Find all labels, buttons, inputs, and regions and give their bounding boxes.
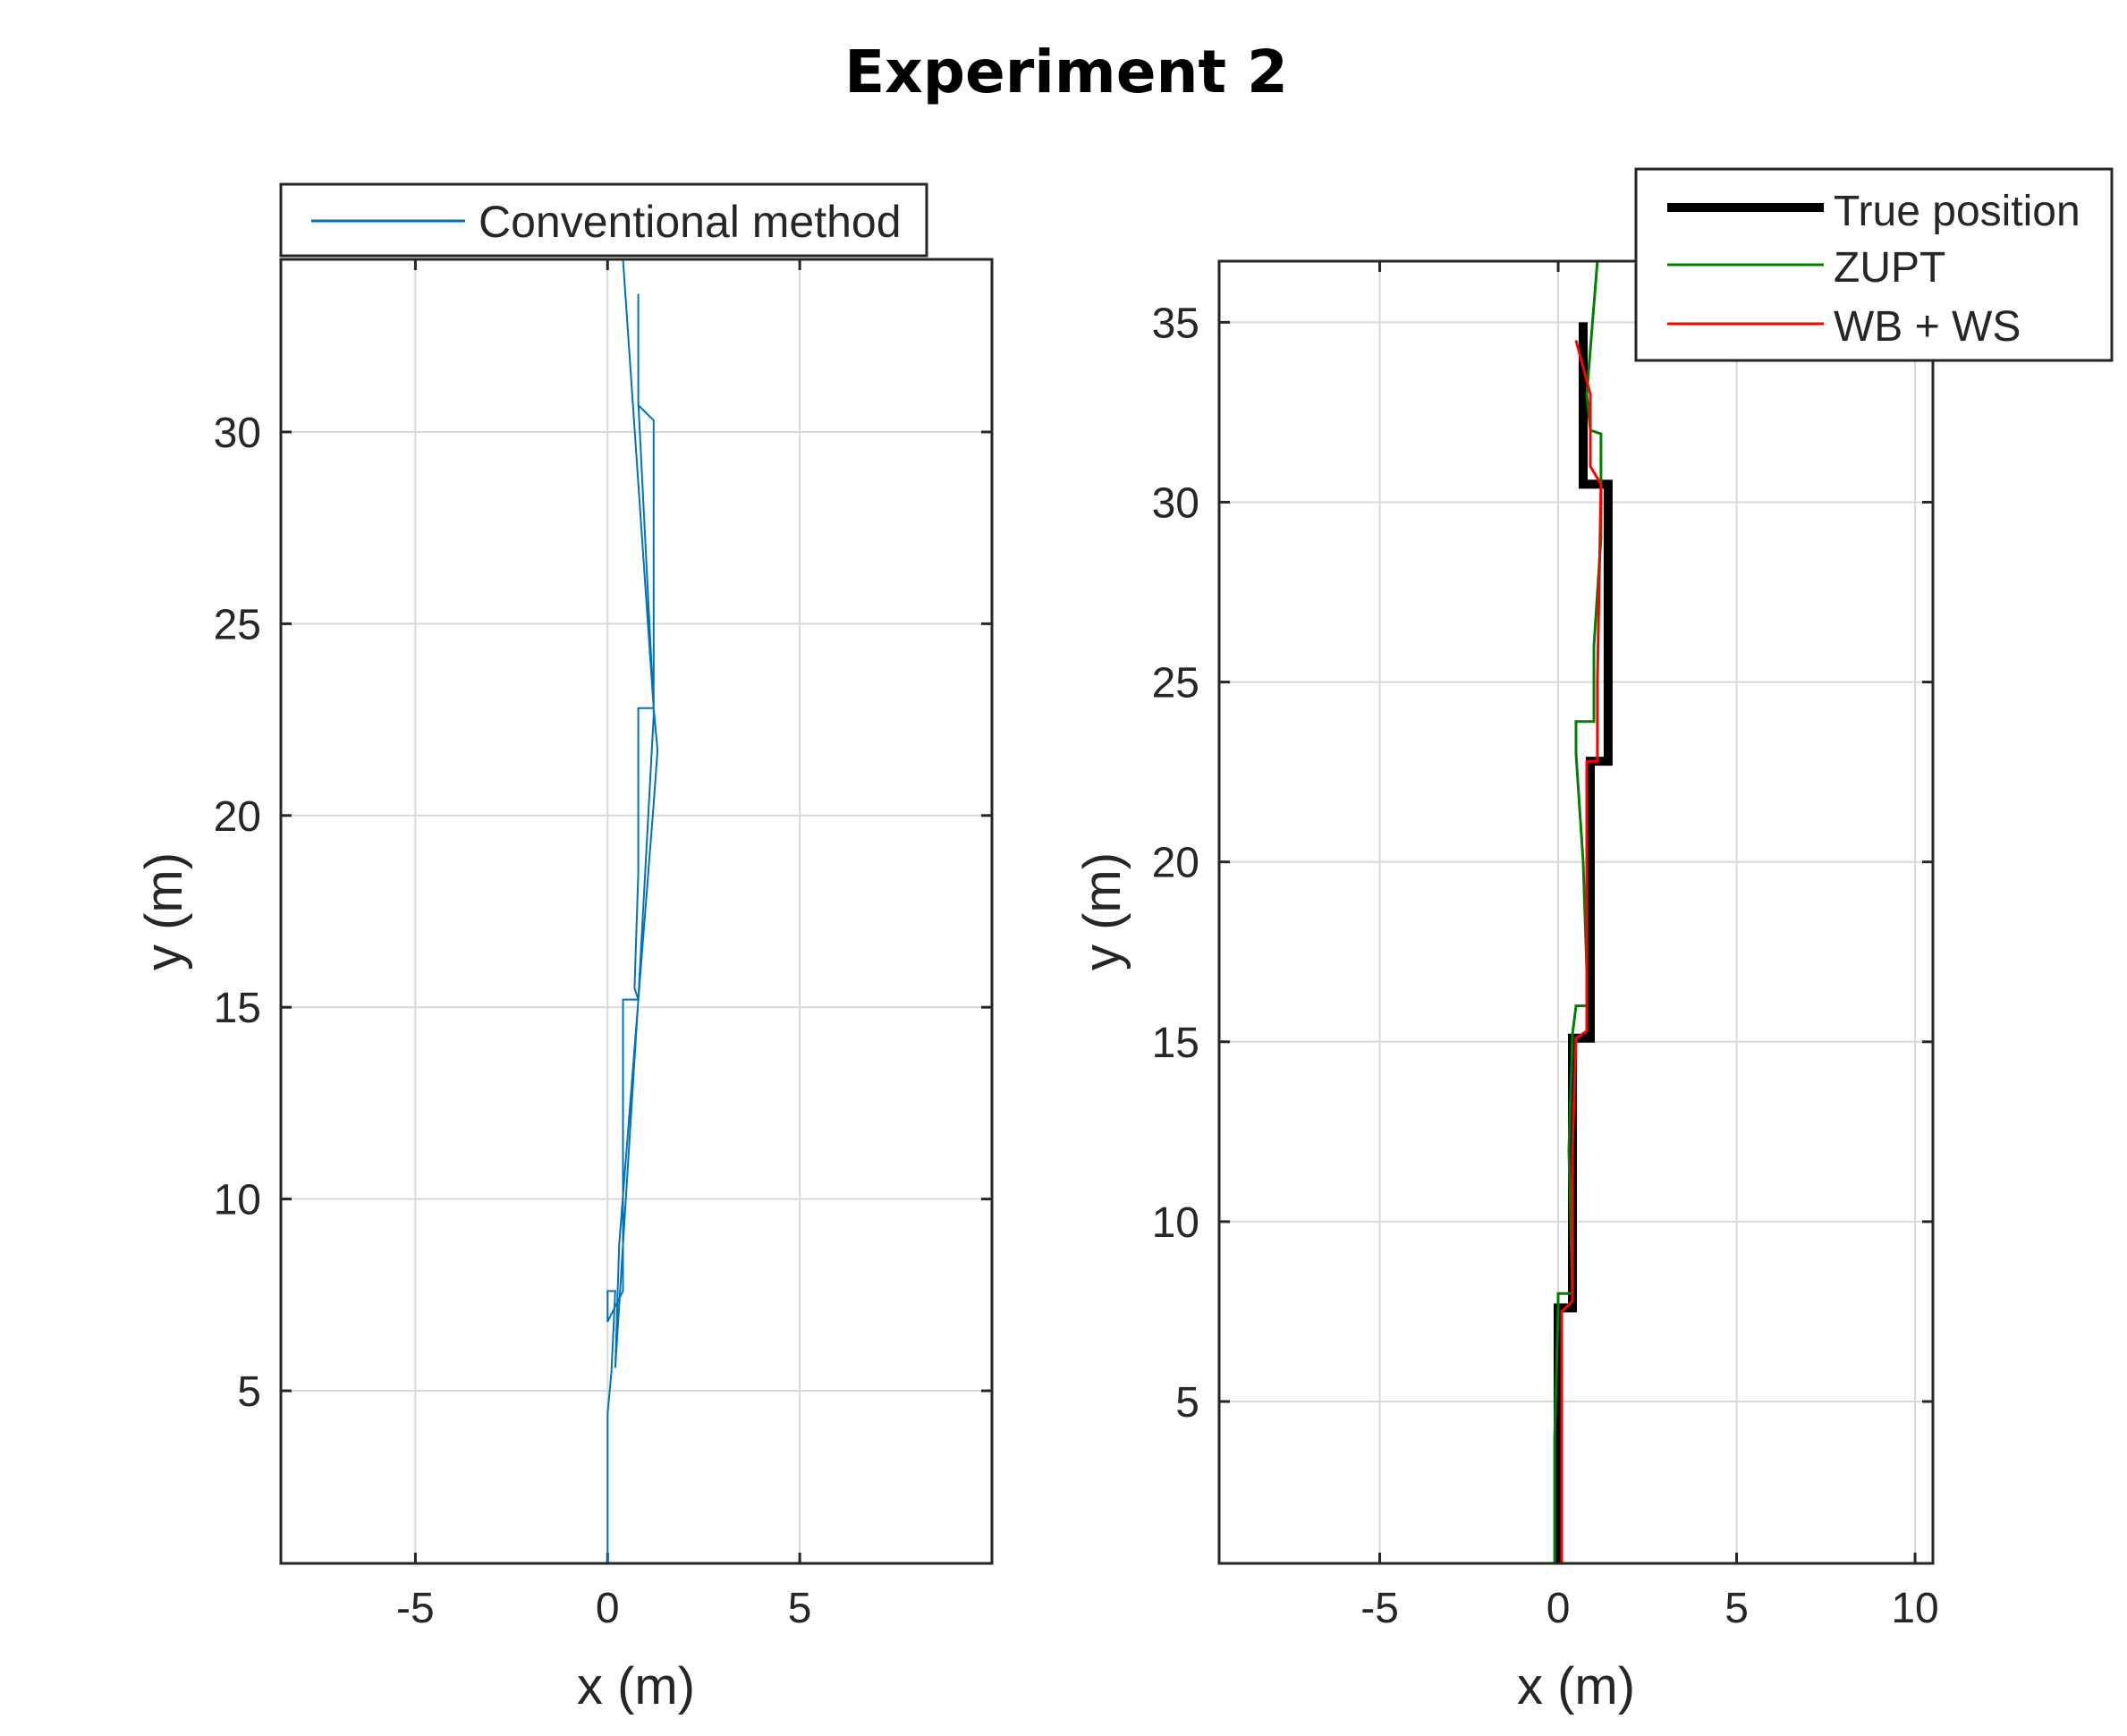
left-y-tick-label: 20 — [214, 793, 261, 841]
right-legend-label-true-position: True position — [1834, 188, 2080, 235]
right-y-axis-label: y (m) — [1073, 852, 1131, 970]
right-plot-area — [1219, 261, 1933, 1563]
right-y-tick-label: 30 — [1152, 479, 1199, 527]
right-axes-box — [1217, 259, 1935, 1565]
left-x-axis-label: x (m) — [577, 1657, 695, 1715]
right-legend-label-wb-ws: WB + WS — [1834, 303, 2021, 351]
right-axes: -5 0 5 10 5 10 15 20 25 30 35 x (m) y (m) True pos… — [1073, 167, 2114, 1715]
right-x-tick-label: 10 — [1891, 1585, 1938, 1632]
right-y-tick-label: 15 — [1152, 1020, 1199, 1067]
left-ticks: -5 0 5 5 10 15 20 25 30 — [214, 259, 992, 1632]
right-y-tick-label: 20 — [1152, 840, 1199, 887]
left-x-tick-label: -5 — [396, 1585, 435, 1632]
left-y-tick-label: 30 — [214, 410, 261, 457]
left-axes-box — [279, 258, 994, 1565]
left-x-tick-label: 5 — [788, 1585, 812, 1632]
right-y-tick-label: 35 — [1152, 300, 1199, 347]
left-y-tick-label: 10 — [214, 1177, 261, 1224]
left-legend: Conventional method — [279, 182, 928, 258]
right-series-zupt — [1553, 260, 1603, 1563]
right-x-tick-label: 0 — [1547, 1585, 1571, 1632]
right-x-tick-label: 5 — [1724, 1585, 1749, 1632]
right-legend: True position ZUPT WB + WS — [1634, 167, 2114, 362]
right-y-tick-label: 25 — [1152, 660, 1199, 707]
figure-title: Experiment 2 — [844, 38, 1288, 106]
right-x-tick-label: -5 — [1360, 1585, 1399, 1632]
right-y-tick-label: 5 — [1175, 1379, 1199, 1427]
left-y-tick-label: 25 — [214, 601, 261, 648]
left-y-axis-label: y (m) — [135, 852, 193, 970]
right-y-tick-label: 10 — [1152, 1199, 1199, 1247]
right-series-wb-ws — [1560, 340, 1603, 1563]
left-legend-label-conventional: Conventional method — [479, 197, 902, 247]
left-x-tick-label: 0 — [596, 1585, 620, 1632]
left-y-tick-label: 5 — [237, 1368, 261, 1416]
left-y-tick-label: 15 — [214, 985, 261, 1032]
right-legend-label-zupt: ZUPT — [1834, 244, 1945, 292]
right-ticks: -5 0 5 10 5 10 15 20 25 30 35 — [1152, 261, 1939, 1632]
right-x-axis-label: x (m) — [1517, 1657, 1635, 1715]
right-series-group — [1553, 260, 1613, 1563]
left-series-conventional-method — [606, 258, 659, 1563]
left-series-group — [606, 258, 659, 1563]
left-axes: -5 0 5 5 10 15 20 25 30 x (m) y (m) Conventional… — [135, 182, 994, 1715]
left-grid — [281, 259, 992, 1563]
right-grid — [1219, 261, 1933, 1563]
